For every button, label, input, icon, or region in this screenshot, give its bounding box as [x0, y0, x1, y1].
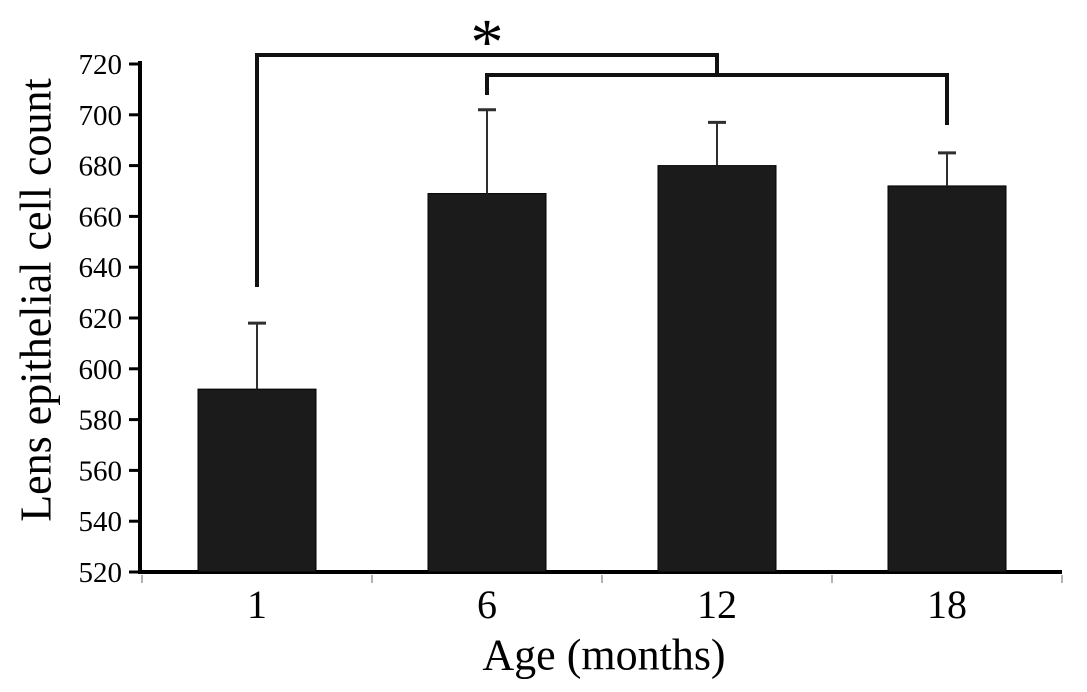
x-axis-title: Age (months) [482, 630, 726, 680]
x-axis-tick-label: 12 [697, 582, 737, 627]
y-axis-tick-label: 560 [79, 455, 123, 487]
bar [887, 185, 1007, 573]
y-axis-tick-label: 620 [79, 303, 123, 335]
bar [657, 165, 777, 573]
x-axis-tick-label: 6 [477, 582, 497, 627]
y-axis-tick-label: 720 [79, 49, 123, 81]
significance-bracket [485, 73, 949, 125]
x-axis-tick-label: 18 [927, 582, 967, 627]
bar [197, 388, 317, 573]
significance-asterisk: * [471, 6, 504, 79]
y-axis-tick-label: 700 [79, 100, 123, 132]
y-axis-tick-label: 660 [79, 201, 123, 233]
significance-bracket [255, 53, 719, 287]
bar [427, 193, 547, 573]
y-axis-tick-label: 540 [79, 506, 123, 538]
y-axis-tick-label: 520 [79, 557, 123, 589]
y-axis-tick-label: 680 [79, 151, 123, 183]
y-axis-title: Lens epithelial cell count [11, 78, 61, 522]
y-axis-tick-label: 580 [79, 405, 123, 437]
y-axis-tick-label: 640 [79, 252, 123, 284]
y-axis-tick-label: 600 [79, 354, 123, 386]
x-axis-tick-label: 1 [247, 582, 267, 627]
